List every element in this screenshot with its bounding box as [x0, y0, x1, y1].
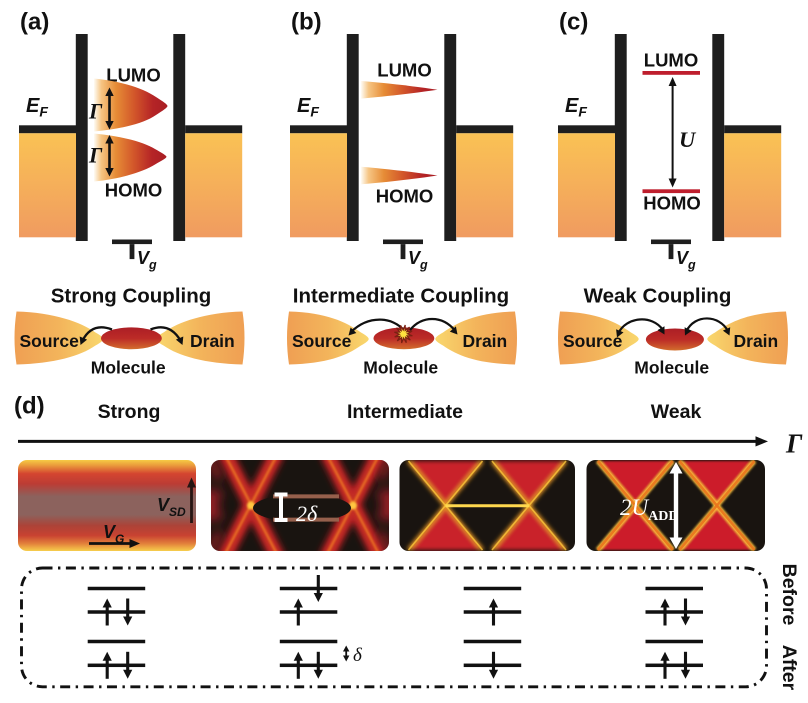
svg-text:After: After	[778, 645, 800, 691]
svg-text:(c): (c)	[559, 9, 588, 36]
svg-text:Drain: Drain	[734, 331, 779, 351]
svg-text:(d): (d)	[14, 393, 45, 420]
svg-text:Molecule: Molecule	[363, 358, 438, 378]
svg-text:Molecule: Molecule	[91, 358, 166, 378]
svg-text:Intermediate Coupling: Intermediate Coupling	[293, 285, 509, 308]
svg-text:Strong Coupling: Strong Coupling	[51, 285, 212, 308]
svg-text:Source: Source	[20, 331, 80, 351]
svg-text:δ: δ	[353, 645, 363, 666]
svg-text:Weak: Weak	[651, 401, 702, 423]
svg-text:(b): (b)	[291, 9, 322, 36]
svg-text:LUMO: LUMO	[377, 60, 431, 81]
svg-text:Before: Before	[778, 564, 800, 626]
svg-text:HOMO: HOMO	[105, 180, 163, 201]
svg-text:Source: Source	[292, 331, 352, 351]
svg-text:Drain: Drain	[463, 331, 508, 351]
svg-text:Drain: Drain	[190, 331, 235, 351]
svg-text:LUMO: LUMO	[106, 65, 160, 86]
svg-text:Γ: Γ	[88, 143, 103, 168]
svg-text:HOMO: HOMO	[643, 193, 701, 214]
svg-text:Γ: Γ	[88, 99, 103, 124]
svg-text:U: U	[679, 127, 697, 152]
svg-text:Molecule: Molecule	[634, 358, 709, 378]
svg-text:Source: Source	[563, 331, 623, 351]
svg-text:Intermediate: Intermediate	[347, 401, 463, 423]
svg-text:Strong: Strong	[98, 401, 161, 423]
svg-text:2δ: 2δ	[296, 501, 318, 526]
svg-text:(a): (a)	[20, 9, 49, 36]
svg-text:Weak Coupling: Weak Coupling	[584, 285, 732, 308]
svg-text:HOMO: HOMO	[376, 186, 434, 207]
svg-text:Γ: Γ	[785, 429, 803, 459]
svg-text:LUMO: LUMO	[644, 50, 698, 71]
